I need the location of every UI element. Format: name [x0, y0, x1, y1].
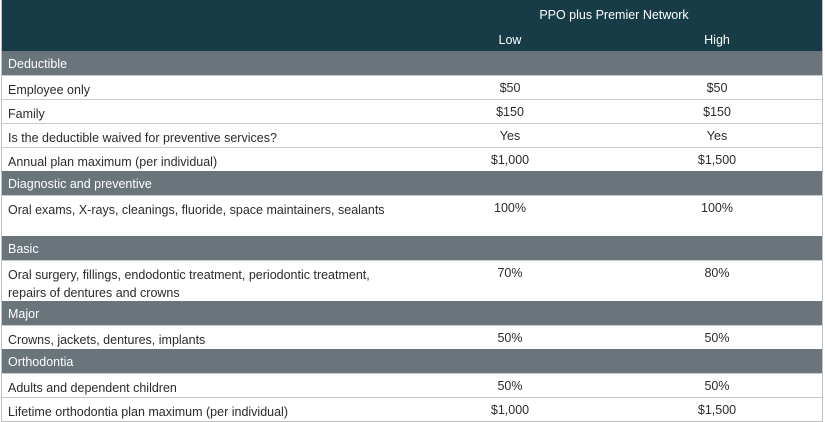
row-label: Annual plan maximum (per individual): [8, 155, 218, 169]
row-label: Oral exams, X-rays, cleanings, fluoride,…: [8, 203, 385, 217]
row-label: Oral surgery, fillings, endodontic treat…: [8, 268, 370, 300]
high-value: $50: [706, 81, 728, 95]
low-value: 50%: [497, 379, 523, 393]
section-diagnostic-preventive: Diagnostic and preventive: [2, 171, 822, 195]
table-row-adults-children: Adults and dependent children 50% 50%: [2, 373, 822, 397]
section-title: Major: [8, 307, 40, 321]
row-label: Lifetime orthodontia plan maximum (per i…: [8, 405, 288, 419]
high-value: $150: [703, 105, 731, 119]
row-label: Family: [8, 107, 45, 121]
section-major: Major: [2, 301, 822, 325]
low-value: $50: [499, 81, 521, 95]
table-header: PPO plus Premier Network Low High: [2, 0, 822, 51]
low-value: $1,000: [490, 153, 530, 167]
section-orthodontia: Orthodontia: [2, 349, 822, 373]
section-deductible: Deductible: [2, 51, 822, 75]
high-value: $1,500: [697, 153, 737, 167]
low-value: 100%: [494, 201, 526, 215]
section-basic: Basic: [2, 236, 822, 260]
row-label: Employee only: [8, 83, 90, 97]
high-value: 100%: [701, 201, 733, 215]
table-row-crowns: Crowns, jackets, dentures, implants 50% …: [2, 325, 822, 349]
high-value: Yes: [706, 129, 728, 143]
table-row-family: Family $150 $150: [2, 99, 822, 123]
high-value: 50%: [704, 331, 730, 345]
high-value: $1,500: [697, 403, 737, 417]
low-value: $150: [496, 105, 524, 119]
low-value: Yes: [499, 129, 521, 143]
section-title: Basic: [8, 242, 39, 256]
high-value: 50%: [704, 379, 730, 393]
table-row-annual-maximum: Annual plan maximum (per individual) $1,…: [2, 147, 822, 171]
low-value: 50%: [497, 331, 523, 345]
row-label: Crowns, jackets, dentures, implants: [8, 333, 206, 347]
table-row-employee-only: Employee only $50 $50: [2, 75, 822, 99]
high-value: 80%: [704, 266, 730, 280]
section-title: Diagnostic and preventive: [8, 177, 152, 191]
table-row-oral-exams: Oral exams, X-rays, cleanings, fluoride,…: [2, 195, 822, 236]
low-value: $1,000: [490, 403, 530, 417]
table-row-orthodontia-maximum: Lifetime orthodontia plan maximum (per i…: [2, 397, 822, 421]
network-heading: PPO plus Premier Network: [539, 8, 689, 22]
section-title: Deductible: [8, 57, 68, 71]
section-title: Orthodontia: [8, 355, 74, 369]
low-value: 70%: [497, 266, 523, 280]
high-column-heading: High: [704, 33, 730, 47]
row-label: Adults and dependent children: [8, 381, 177, 395]
table-row-oral-surgery: Oral surgery, fillings, endodontic treat…: [2, 260, 822, 301]
row-label: Is the deductible waived for preventive …: [8, 131, 277, 145]
low-column-heading: Low: [498, 33, 522, 47]
table-row-deductible-waived: Is the deductible waived for preventive …: [2, 123, 822, 147]
